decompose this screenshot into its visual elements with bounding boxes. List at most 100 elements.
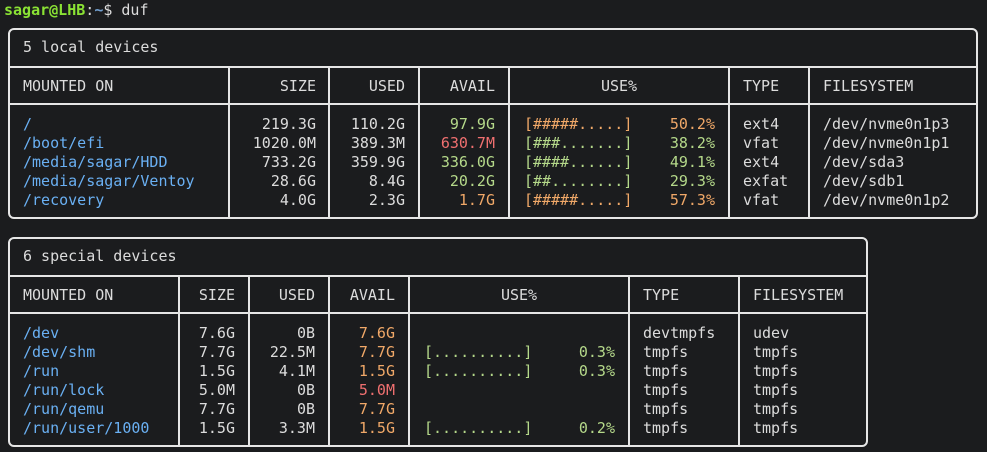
usage-bar: [..........]: [424, 419, 533, 437]
used-value: 0B: [296, 324, 315, 342]
column-header-size: SIZE: [279, 77, 316, 95]
fs-type: tmpfs: [643, 381, 689, 399]
device-path: /dev/nvme0n1p1: [823, 134, 950, 152]
device-path: tmpfs: [753, 343, 799, 361]
size-value: 7.7G: [198, 400, 235, 418]
column-divider: [178, 275, 180, 445]
fs-type: vfat: [743, 134, 780, 152]
usage-percent: 29.3%: [669, 172, 715, 190]
column-header-use: USE%: [500, 286, 538, 304]
prompt-user-host: sagar@LHB: [4, 1, 86, 19]
used-value: 359.9G: [350, 153, 405, 171]
avail-value: 7.7G: [358, 343, 395, 361]
column-header-use: USE%: [600, 77, 638, 95]
special-devices-table: 6 special devices MOUNTED ON SIZE USED AVAIL…: [8, 237, 868, 447]
avail-value: 1.5G: [358, 419, 395, 437]
shell-prompt: sagar@LHB:~$ duf: [4, 1, 149, 20]
size-value: 1.5G: [198, 362, 235, 380]
fs-type: ext4: [743, 153, 780, 171]
column-header-used: USED: [278, 286, 315, 304]
used-value: 3.3M: [278, 419, 315, 437]
mount-point[interactable]: /: [23, 115, 33, 133]
device-path: tmpfs: [753, 381, 799, 399]
usage-bar: [..........]: [424, 343, 533, 361]
column-divider: [248, 275, 250, 445]
column-divider: [628, 275, 630, 445]
device-path: tmpfs: [753, 362, 799, 380]
column-divider: [738, 275, 740, 445]
used-value: 110.2G: [350, 115, 405, 133]
mount-point[interactable]: /media/sagar/Ventoy: [23, 172, 195, 190]
device-path: tmpfs: [753, 400, 799, 418]
used-value: 4.1M: [278, 362, 315, 380]
column-divider: [228, 66, 230, 217]
local-devices-table: 5 local devices MOUNTED ON SIZE USED AVAIL US…: [8, 28, 978, 219]
mount-point[interactable]: /dev/shm: [23, 343, 96, 361]
column-header-avail: AVAIL: [449, 77, 495, 95]
column-header-filesystem: FILESYSTEM: [753, 286, 844, 304]
usage-percent: 0.2%: [578, 419, 615, 437]
mount-point[interactable]: /run: [23, 362, 60, 380]
used-value: 2.3G: [368, 191, 405, 209]
mount-point[interactable]: /media/sagar/HDD: [23, 153, 168, 171]
usage-percent: 50.2%: [669, 115, 715, 133]
device-path: /dev/sda3: [823, 153, 905, 171]
usage-percent: 0.3%: [578, 362, 615, 380]
size-value: 5.0M: [198, 381, 235, 399]
size-value: 1.5G: [198, 419, 235, 437]
fs-type: tmpfs: [643, 400, 689, 418]
usage-bar: [#####.....]: [524, 191, 633, 209]
used-value: 389.3M: [350, 134, 405, 152]
usage-bar: [#####.....]: [524, 115, 633, 133]
used-value: 0B: [296, 400, 315, 418]
prompt-command: duf: [121, 1, 149, 19]
avail-value: 630.7M: [440, 134, 495, 152]
prompt-path: ~: [94, 1, 104, 19]
device-path: /dev/sdb1: [823, 172, 905, 190]
avail-value: 5.0M: [358, 381, 395, 399]
fs-type: devtmpfs: [643, 324, 716, 342]
size-value: 219.3G: [261, 115, 316, 133]
column-divider: [408, 275, 410, 445]
size-value: 7.6G: [198, 324, 235, 342]
used-value: 8.4G: [368, 172, 405, 190]
size-value: 4.0G: [279, 191, 316, 209]
mount-point[interactable]: /run/lock: [23, 381, 105, 399]
mount-point[interactable]: /run/user/1000: [23, 419, 150, 437]
size-value: 7.7G: [198, 343, 235, 361]
usage-percent: 57.3%: [669, 191, 715, 209]
avail-value: 7.6G: [358, 324, 395, 342]
table-title: 6 special devices: [23, 247, 177, 265]
device-path: /dev/nvme0n1p2: [823, 191, 950, 209]
column-header-mounted-on: MOUNTED ON: [23, 77, 114, 95]
mount-point[interactable]: /boot/efi: [23, 134, 105, 152]
mount-point[interactable]: /run/qemu: [23, 400, 105, 418]
device-path: /dev/nvme0n1p3: [823, 115, 950, 133]
usage-bar: [##........]: [524, 172, 633, 190]
fs-type: tmpfs: [643, 362, 689, 380]
size-value: 1020.0M: [252, 134, 316, 152]
device-path: tmpfs: [753, 419, 799, 437]
title-divider: [10, 275, 866, 277]
column-header-avail: AVAIL: [349, 286, 395, 304]
avail-value: 97.9G: [449, 115, 495, 133]
usage-percent: 38.2%: [669, 134, 715, 152]
column-header-used: USED: [368, 77, 405, 95]
avail-value: 1.7G: [458, 191, 495, 209]
column-header-filesystem: FILESYSTEM: [823, 77, 914, 95]
header-divider: [10, 312, 866, 314]
title-divider: [10, 66, 976, 68]
fs-type: exfat: [743, 172, 789, 190]
mount-point[interactable]: /recovery: [23, 191, 105, 209]
mount-point[interactable]: /dev: [23, 324, 60, 342]
usage-bar: [####......]: [524, 153, 633, 171]
table-title: 5 local devices: [23, 38, 159, 56]
avail-value: 336.0G: [440, 153, 495, 171]
column-divider: [508, 66, 510, 217]
header-divider: [10, 103, 976, 105]
device-path: udev: [753, 324, 790, 342]
column-divider: [328, 275, 330, 445]
usage-bar: [..........]: [424, 362, 533, 380]
fs-type: tmpfs: [643, 419, 689, 437]
column-header-type: TYPE: [743, 77, 780, 95]
